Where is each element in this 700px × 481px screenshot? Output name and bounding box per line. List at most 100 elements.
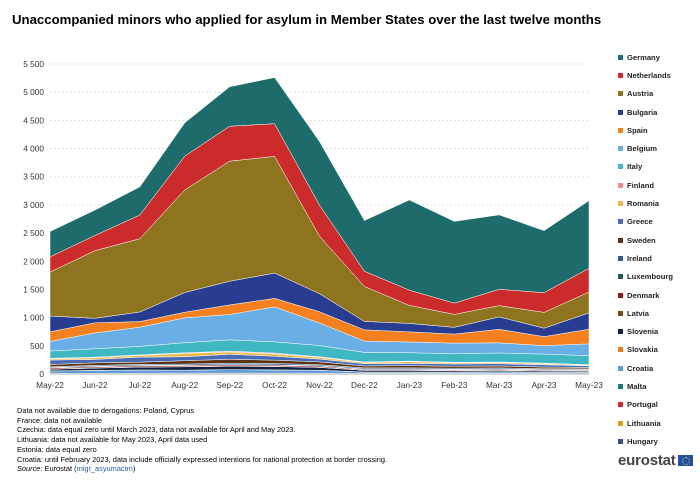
x-axis: May-22 Jun-22 Jul-22 Aug-22 Sep-22 Oct-22 Nov-… <box>36 373 603 390</box>
legend-label: Latvia <box>627 308 649 318</box>
y-axis: 0 500 1 000 1 500 2 000 2 500 3 000 3 500 4 000 4… <box>23 59 44 379</box>
x-tick-label: Sep-22 <box>216 380 243 390</box>
y-tick-label: 0 <box>39 369 44 379</box>
legend-item-portugal[interactable]: Portugal <box>618 396 698 414</box>
y-tick-label: 4 000 <box>23 144 44 154</box>
legend: Germany Netherlands Austria Bulgaria Spain Be… <box>618 48 698 451</box>
legend-item-greece[interactable]: Greece <box>618 213 698 231</box>
legend-swatch <box>618 237 623 243</box>
legend-swatch <box>618 402 623 408</box>
legend-item-lithuania[interactable]: Lithuania <box>618 414 698 432</box>
note-line: France: data not available <box>17 415 103 425</box>
series-areas <box>49 77 590 375</box>
legend-swatch <box>618 365 623 371</box>
x-tick-label: Jul-22 <box>129 380 152 390</box>
legend-label: Slovakia <box>627 345 658 355</box>
y-tick-label: 5 500 <box>23 59 44 69</box>
source-text: Eurostat ( <box>42 464 77 474</box>
legend-label: Netherlands <box>627 70 671 80</box>
note-line: Data not available due to derogations: P… <box>17 406 195 415</box>
legend-label: Ireland <box>627 253 652 263</box>
legend-label: Germany <box>627 52 660 62</box>
legend-swatch <box>618 310 623 316</box>
legend-label: Denmark <box>627 290 660 300</box>
legend-label: Belgium <box>627 144 657 154</box>
x-tick-label: Feb-23 <box>441 380 468 390</box>
legend-item-ireland[interactable]: Ireland <box>618 249 698 267</box>
legend-label: Luxembourg <box>627 272 673 282</box>
legend-swatch <box>618 182 623 188</box>
x-tick-label: Oct-22 <box>262 380 287 390</box>
legend-swatch <box>618 164 623 170</box>
note-line: Estonia: data equal zero <box>17 444 97 454</box>
legend-item-slovenia[interactable]: Slovenia <box>618 322 698 340</box>
legend-item-romania[interactable]: Romania <box>618 194 698 212</box>
legend-swatch <box>618 219 623 225</box>
x-tick-label: Mar-23 <box>486 380 513 390</box>
legend-label: Greece <box>627 217 653 227</box>
legend-label: Malta <box>627 381 647 391</box>
x-tick-label: Jun-22 <box>82 380 108 390</box>
y-tick-label: 2 500 <box>23 228 44 238</box>
y-tick-label: 3 500 <box>23 172 44 182</box>
legend-swatch <box>618 292 623 298</box>
legend-swatch <box>618 383 623 389</box>
legend-item-austria[interactable]: Austria <box>618 85 698 103</box>
eu-flag-icon <box>677 455 693 466</box>
legend-item-germany[interactable]: Germany <box>618 48 698 66</box>
legend-swatch <box>618 201 623 207</box>
legend-label: Romania <box>627 199 660 209</box>
legend-swatch <box>618 347 623 353</box>
y-tick-label: 1 000 <box>23 313 44 323</box>
legend-item-bulgaria[interactable]: Bulgaria <box>618 103 698 121</box>
legend-item-slovakia[interactable]: Slovakia <box>618 341 698 359</box>
legend-label: Croatia <box>627 363 654 373</box>
y-tick-label: 2 000 <box>23 256 44 266</box>
legend-label: Hungary <box>627 436 658 446</box>
legend-label: Bulgaria <box>627 107 658 117</box>
note-line: Croatia: until February 2023, data inclu… <box>17 454 388 464</box>
legend-swatch <box>618 274 623 280</box>
legend-swatch <box>618 420 623 426</box>
y-tick-label: 500 <box>30 341 44 351</box>
legend-item-latvia[interactable]: Latvia <box>618 304 698 322</box>
source-label: Source: <box>17 464 43 474</box>
legend-label: Portugal <box>627 400 658 410</box>
legend-swatch <box>618 72 623 78</box>
legend-item-italy[interactable]: Italy <box>618 158 698 176</box>
legend-item-denmark[interactable]: Denmark <box>618 286 698 304</box>
legend-swatch <box>618 146 623 152</box>
x-tick-label: May-22 <box>36 380 64 390</box>
source-close: ) <box>132 464 136 474</box>
legend-item-finland[interactable]: Finland <box>618 176 698 194</box>
source-dataset-link[interactable]: migr_asyumactm <box>76 464 133 474</box>
legend-swatch <box>618 255 623 261</box>
legend-label: Lithuania <box>627 418 661 428</box>
legend-item-croatia[interactable]: Croatia <box>618 359 698 377</box>
legend-item-belgium[interactable]: Belgium <box>618 139 698 157</box>
area-germany <box>49 77 590 304</box>
x-tick-label: May-23 <box>575 380 603 390</box>
legend-item-sweden[interactable]: Sweden <box>618 231 698 249</box>
source-line: Source: Eurostat (migr_asyumactm) <box>17 464 537 474</box>
legend-item-malta[interactable]: Malta <box>618 377 698 395</box>
legend-item-netherlands[interactable]: Netherlands <box>618 66 698 84</box>
legend-label: Austria <box>627 89 654 99</box>
x-tick-label: Apr-23 <box>532 380 557 390</box>
legend-label: Slovenia <box>627 327 659 337</box>
legend-swatch <box>618 109 623 115</box>
x-tick-label: Aug-22 <box>171 380 198 390</box>
x-tick-label: Dec-22 <box>351 380 378 390</box>
legend-item-luxembourg[interactable]: Luxembourg <box>618 268 698 286</box>
eurostat-logo: eurostat <box>618 452 693 469</box>
legend-item-spain[interactable]: Spain <box>618 121 698 139</box>
y-tick-label: 4 500 <box>23 115 44 125</box>
note-line: Lithuania: data not available for May 20… <box>17 435 208 445</box>
logo-text: eurostat <box>618 452 676 469</box>
legend-swatch <box>618 91 623 97</box>
legend-label: Finland <box>627 180 654 190</box>
legend-swatch <box>618 127 623 133</box>
legend-swatch <box>618 54 623 60</box>
chart-title: Unaccompanied minors who applied for asy… <box>12 12 602 27</box>
legend-item-hungary[interactable]: Hungary <box>618 432 698 450</box>
